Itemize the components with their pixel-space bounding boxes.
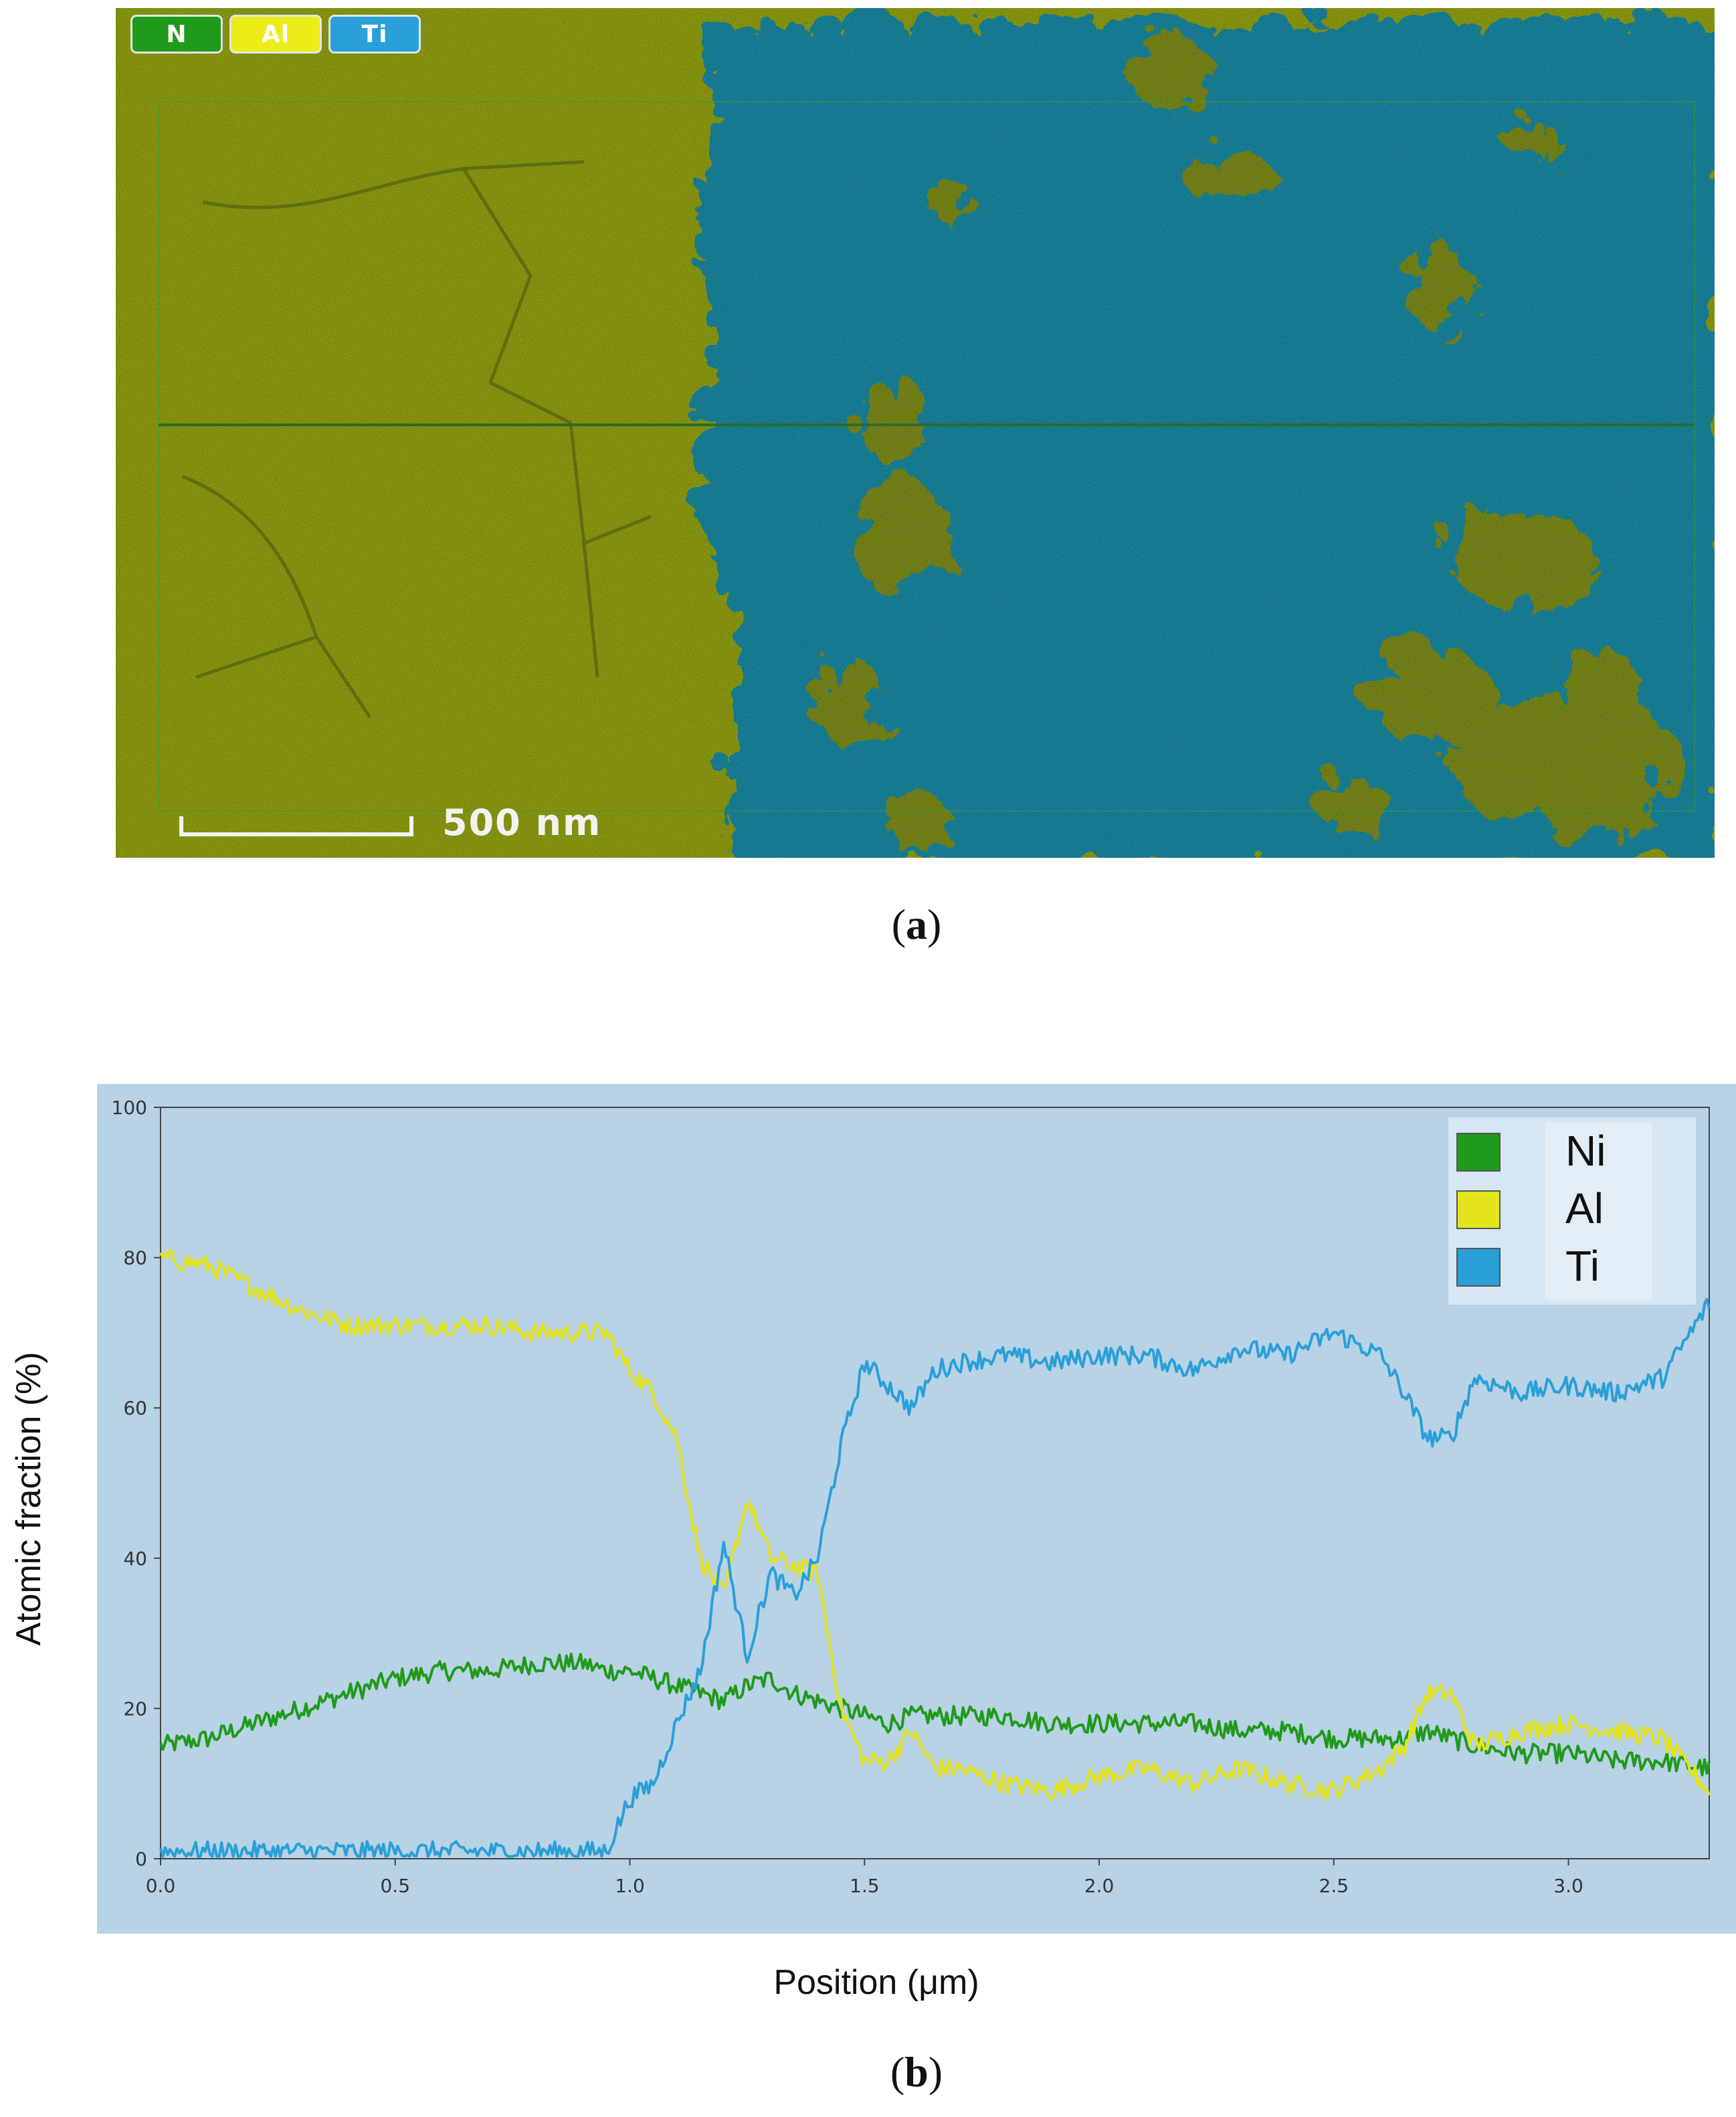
legend-text-panel	[1545, 1123, 1652, 1299]
legend-n-tag: N	[130, 15, 223, 54]
series-lines	[159, 1249, 1711, 1858]
x-tick-label: 1.5	[850, 1875, 880, 1897]
scan-area-box	[158, 101, 1695, 812]
x-tick-label: 3.0	[1553, 1875, 1583, 1897]
y-tick-label: 0	[135, 1848, 147, 1870]
panel-a-caption: (a)	[891, 901, 942, 948]
y-tick-label: 20	[123, 1697, 147, 1720]
x-tick-label: 0.0	[146, 1875, 176, 1897]
legend-swatch-al	[1456, 1190, 1501, 1229]
series-line-al	[159, 1249, 1711, 1801]
eds-map-svg	[116, 8, 1715, 858]
x-axis-ticks: 0.0 0.5 1.0 1.5 2.0 2.5 3.0	[146, 1859, 1583, 1897]
legend-label-al: Al	[1565, 1184, 1604, 1232]
eds-map-image: N Al Ti 500 nm	[116, 8, 1715, 858]
legend-label-ni: Ni	[1565, 1127, 1606, 1175]
legend-al-tag: Al	[229, 15, 322, 54]
panel-b-caption: (b)	[890, 2048, 943, 2096]
x-tick-label: 0.5	[380, 1875, 410, 1897]
y-tick-label: 100	[112, 1097, 147, 1119]
x-tick-label: 2.0	[1084, 1875, 1115, 1897]
x-tick-label: 1.0	[615, 1875, 645, 1897]
scale-bar-label: 500 nm	[442, 802, 602, 844]
line-profile-chart: 0 20 40 60 80 100 0.0 0.5 1.0 1.5 2.0 2.5 3.0 Ni Al T…	[9, 1084, 1736, 2002]
legend-swatch-ni	[1456, 1133, 1501, 1172]
scale-bar	[179, 816, 413, 836]
legend-ti-tag: Ti	[328, 15, 421, 54]
plot-frame	[160, 1107, 1710, 1859]
y-tick-label: 60	[123, 1397, 147, 1419]
noise-overlay	[116, 8, 1715, 858]
x-axis-title: Position (μm)	[773, 1963, 979, 2002]
series-line-ti	[159, 1297, 1711, 1858]
legend: Ni Al Ti	[1448, 1117, 1696, 1305]
legend-swatch-ti	[1456, 1248, 1501, 1287]
x-tick-label: 2.5	[1319, 1875, 1349, 1897]
y-axis-ticks: 0 20 40 60 80 100	[112, 1097, 161, 1870]
plot-area-border	[160, 1107, 1710, 1859]
legend-label-ti: Ti	[1565, 1242, 1600, 1290]
y-tick-label: 40	[123, 1548, 147, 1570]
series-line-ni	[159, 1652, 1711, 1776]
y-axis-title: Atomic fraction (%)	[9, 1352, 48, 1645]
y-tick-label: 80	[123, 1247, 147, 1269]
